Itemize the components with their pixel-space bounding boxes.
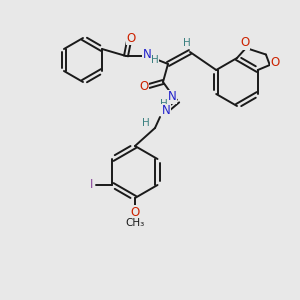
Text: H: H	[160, 99, 168, 109]
Text: O: O	[130, 206, 140, 218]
Text: O: O	[240, 37, 250, 50]
Text: O: O	[126, 32, 136, 44]
Text: N: N	[142, 49, 152, 62]
Text: N: N	[162, 104, 170, 118]
Text: O: O	[140, 80, 148, 94]
Text: N: N	[168, 91, 176, 103]
Text: H: H	[142, 118, 150, 128]
Text: H: H	[151, 55, 159, 65]
Text: O: O	[270, 56, 279, 68]
Text: I: I	[90, 178, 93, 191]
Text: CH₃: CH₃	[125, 218, 145, 228]
Text: H: H	[183, 38, 191, 48]
